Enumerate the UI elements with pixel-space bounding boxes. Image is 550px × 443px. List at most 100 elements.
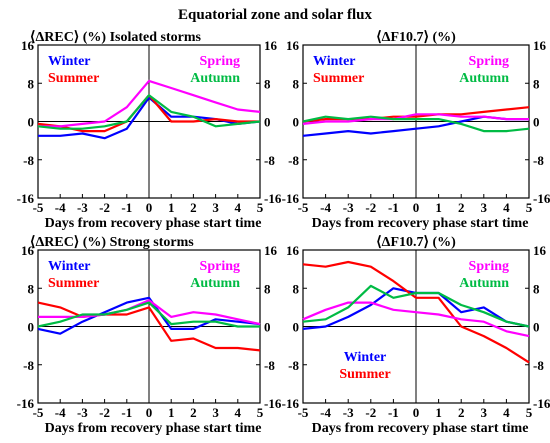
x-tick-label: 1: [435, 405, 442, 420]
series-line-autumn: [37, 301, 260, 328]
x-tick-label: -4: [320, 405, 331, 420]
x-tick-label: -2: [99, 200, 110, 215]
x-tick-label: 2: [190, 405, 197, 420]
y-tick-label-right: -8: [264, 153, 275, 168]
y-tick-label-right: -16: [533, 396, 550, 411]
chart-panel-3: ⟨ΔREC⟩ (%) Strong storms -16 -16 -8 -8 0 0 8 8 16…: [17, 235, 282, 436]
y-tick-label-left: 16: [21, 38, 35, 53]
series-line-winter: [37, 296, 261, 335]
legend-label-autumn: Autumn: [190, 276, 240, 291]
x-tick-label: -4: [55, 405, 66, 420]
x-tick-label: -3: [343, 200, 354, 215]
x-tick-label: 1: [168, 200, 175, 215]
legend-label-winter: Winter: [48, 54, 91, 69]
x-tick-label: -5: [298, 200, 309, 215]
legend-label-summer: Summer: [313, 71, 364, 86]
y-tick-label-left: -8: [23, 153, 34, 168]
y-tick-label-left: 8: [293, 281, 300, 296]
figure-title: Equatorial zone and solar flux: [178, 7, 372, 23]
y-tick-label-right: 16: [264, 243, 278, 258]
y-tick-label-left: 8: [28, 76, 35, 91]
legend-label-winter: Winter: [344, 350, 387, 365]
legend-label-winter: Winter: [313, 54, 356, 69]
y-tick-label-right: 0: [533, 115, 540, 130]
y-tick-label-right: 16: [533, 38, 547, 53]
y-tick-label-left: 8: [293, 76, 300, 91]
legend-label-summer: Summer: [48, 71, 99, 86]
x-tick-label: 2: [458, 200, 465, 215]
x-tick-label: 3: [481, 200, 488, 215]
legend-label-spring: Spring: [469, 259, 509, 274]
panel-title: ⟨ΔREC⟩ (%) Strong storms: [30, 235, 194, 250]
y-tick-label-right: 16: [264, 38, 278, 53]
y-tick-label-right: 8: [264, 281, 271, 296]
y-tick-label-left: 16: [21, 243, 35, 258]
x-tick-label: -3: [77, 200, 88, 215]
x-axis-label: Days from recovery phase start time: [45, 421, 262, 436]
y-tick-label-right: -8: [533, 153, 544, 168]
x-tick-label: 5: [257, 405, 264, 420]
y-tick-label-left: -8: [288, 358, 299, 373]
y-tick-label-left: -8: [23, 358, 34, 373]
x-tick-label: 4: [235, 200, 242, 215]
x-tick-label: 2: [458, 405, 465, 420]
y-tick-label-left: 0: [28, 115, 35, 130]
x-tick-label: -3: [77, 405, 88, 420]
x-tick-label: 0: [413, 200, 420, 215]
legend-label-spring: Spring: [200, 259, 240, 274]
x-tick-label: -4: [320, 200, 331, 215]
legend-label-spring: Spring: [200, 54, 240, 69]
x-tick-label: 4: [503, 405, 510, 420]
chart-panel-4: ⟨ΔF10.7⟩ (%) -16 -16 -8 -8 0 0 8 8 16 16 -5 -4 -3 -2 -1…: [282, 235, 550, 436]
x-tick-label: 2: [190, 200, 197, 215]
legend-label-autumn: Autumn: [459, 276, 509, 291]
x-tick-label: 0: [146, 405, 153, 420]
y-tick-label-left: 0: [293, 115, 300, 130]
legend-label-autumn: Autumn: [190, 71, 240, 86]
x-tick-label: -1: [121, 200, 132, 215]
y-tick-label-left: -16: [282, 396, 300, 411]
panel-title: ⟨ΔREC⟩ (%) Isolated storms: [30, 30, 202, 45]
y-tick-label-left: -8: [288, 153, 299, 168]
y-tick-label-right: -8: [264, 358, 275, 373]
y-tick-label-right: 8: [533, 76, 540, 91]
x-tick-label: -2: [365, 200, 376, 215]
x-tick-label: -4: [55, 200, 66, 215]
x-tick-label: 5: [526, 200, 533, 215]
y-tick-label-right: 0: [264, 115, 271, 130]
x-tick-label: 0: [146, 200, 153, 215]
y-tick-label-left: 0: [28, 320, 35, 335]
y-tick-label-left: 16: [286, 243, 300, 258]
x-tick-label: -1: [388, 405, 399, 420]
y-tick-label-right: 8: [264, 76, 271, 91]
y-tick-label-right: -8: [533, 358, 544, 373]
x-axis-label: Days from recovery phase start time: [312, 216, 529, 231]
x-tick-label: 4: [503, 200, 510, 215]
series-line-spring: [302, 301, 530, 338]
panel-title: ⟨ΔF10.7⟩ (%): [376, 30, 456, 45]
panel-title: ⟨ΔF10.7⟩ (%): [376, 235, 456, 250]
x-tick-label: -1: [388, 200, 399, 215]
y-tick-label-right: 0: [264, 320, 271, 335]
x-tick-label: 1: [435, 200, 442, 215]
y-tick-label-left: -16: [17, 396, 35, 411]
panels-container: ⟨ΔREC⟩ (%) Isolated storms-16 -16-8 -80 08 8…: [17, 30, 550, 436]
y-tick-label-right: -16: [533, 191, 550, 206]
x-tick-label: -3: [343, 405, 354, 420]
x-tick-label: -5: [33, 200, 44, 215]
y-tick-label-right: -16: [264, 396, 282, 411]
series-line-summer: [302, 260, 530, 364]
x-axis-label: Days from recovery phase start time: [312, 421, 529, 436]
x-tick-label: -2: [365, 405, 376, 420]
legend-label-summer: Summer: [339, 367, 390, 382]
y-tick-label-right: 16: [533, 243, 547, 258]
series-line-spring: [302, 113, 529, 125]
series-line-autumn: [302, 115, 530, 133]
x-tick-label: 4: [235, 405, 242, 420]
series-line-autumn: [37, 94, 261, 130]
x-tick-label: 5: [257, 200, 264, 215]
y-tick-label-right: 0: [533, 320, 540, 335]
chart-panel-2: ⟨ΔF10.7⟩ (%) -16 -16 -8 -8 0 0 8 8 16 16 -5 -4 -3 -2 -1…: [282, 30, 550, 231]
x-tick-label: 3: [481, 405, 488, 420]
